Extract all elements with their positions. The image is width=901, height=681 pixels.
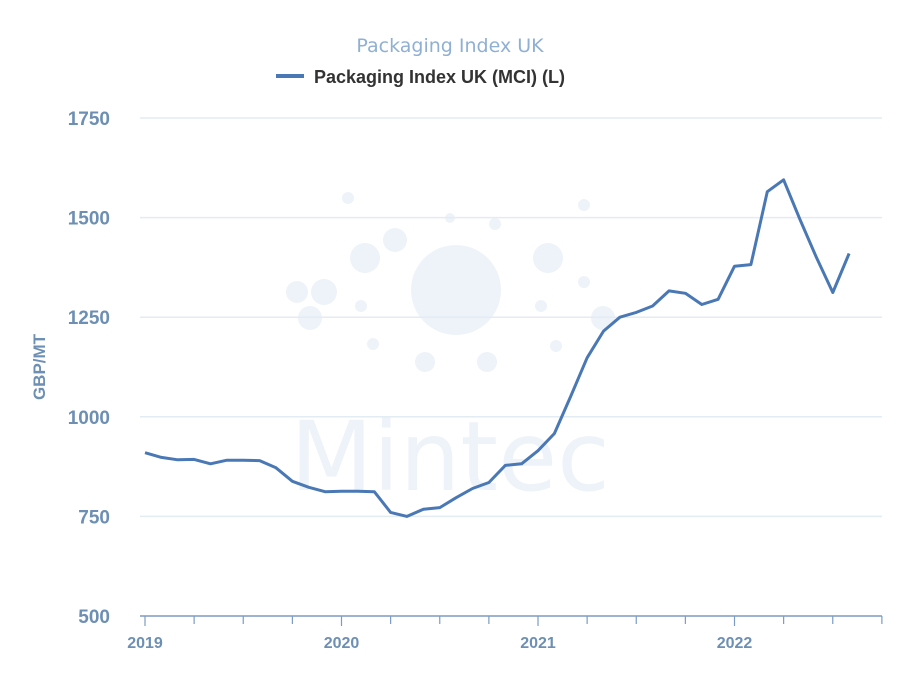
data-point[interactable]: [225, 458, 229, 462]
data-point[interactable]: [192, 457, 196, 461]
data-point[interactable]: [667, 289, 671, 293]
data-point[interactable]: [503, 463, 507, 467]
mintec-watermark: Mintec: [286, 192, 615, 513]
data-point[interactable]: [340, 489, 344, 493]
y-tick-label: 1000: [68, 408, 110, 429]
data-point[interactable]: [782, 178, 786, 182]
x-tick-label: 2021: [520, 635, 556, 652]
x-tick-label: 2022: [717, 635, 753, 652]
y-tick-label: 750: [78, 507, 110, 528]
data-point[interactable]: [290, 479, 294, 483]
data-point[interactable]: [323, 490, 327, 494]
data-point[interactable]: [454, 496, 458, 500]
data-point[interactable]: [733, 264, 737, 268]
data-point[interactable]: [569, 394, 573, 398]
watermark-text: Mintec: [290, 401, 610, 513]
data-point[interactable]: [372, 490, 376, 494]
data-point[interactable]: [241, 458, 245, 462]
legend-label: Packaging Index UK (MCI) (L): [314, 67, 565, 87]
data-point[interactable]: [651, 304, 655, 308]
data-point[interactable]: [258, 459, 262, 463]
chart-title: Packaging Index UK: [356, 35, 544, 57]
x-tick-label: 2020: [324, 635, 360, 652]
data-point[interactable]: [274, 466, 278, 470]
data-point[interactable]: [421, 507, 425, 511]
data-point[interactable]: [814, 255, 818, 259]
data-point[interactable]: [356, 489, 360, 493]
data-point[interactable]: [749, 263, 753, 267]
series-line: [144, 178, 851, 518]
data-point[interactable]: [798, 218, 802, 222]
data-point[interactable]: [405, 514, 409, 518]
legend-item[interactable]: Packaging Index UK (MCI) (L): [276, 67, 565, 87]
data-point[interactable]: [618, 315, 622, 319]
data-point[interactable]: [585, 356, 589, 360]
data-point[interactable]: [143, 451, 147, 455]
data-point[interactable]: [487, 481, 491, 485]
data-point[interactable]: [471, 487, 475, 491]
data-point[interactable]: [552, 432, 556, 436]
y-tick-label: 1250: [68, 308, 110, 329]
data-point[interactable]: [389, 510, 393, 514]
y-axis-label: GBP/MT: [30, 333, 49, 400]
data-point[interactable]: [700, 302, 704, 306]
data-point[interactable]: [765, 190, 769, 194]
data-point[interactable]: [602, 329, 606, 333]
y-tick-label: 500: [78, 607, 110, 628]
data-point[interactable]: [520, 462, 524, 466]
data-point[interactable]: [438, 506, 442, 510]
data-point[interactable]: [307, 485, 311, 489]
x-tick-label: 2019: [127, 635, 163, 652]
data-point[interactable]: [683, 291, 687, 295]
data-point[interactable]: [716, 297, 720, 301]
data-point[interactable]: [847, 251, 851, 255]
data-point[interactable]: [159, 455, 163, 459]
data-point[interactable]: [831, 290, 835, 294]
y-tick-label: 1750: [68, 109, 110, 130]
data-point[interactable]: [536, 449, 540, 453]
data-point[interactable]: [176, 458, 180, 462]
data-point[interactable]: [634, 310, 638, 314]
y-tick-label: 1500: [68, 209, 110, 230]
data-point[interactable]: [209, 462, 213, 466]
